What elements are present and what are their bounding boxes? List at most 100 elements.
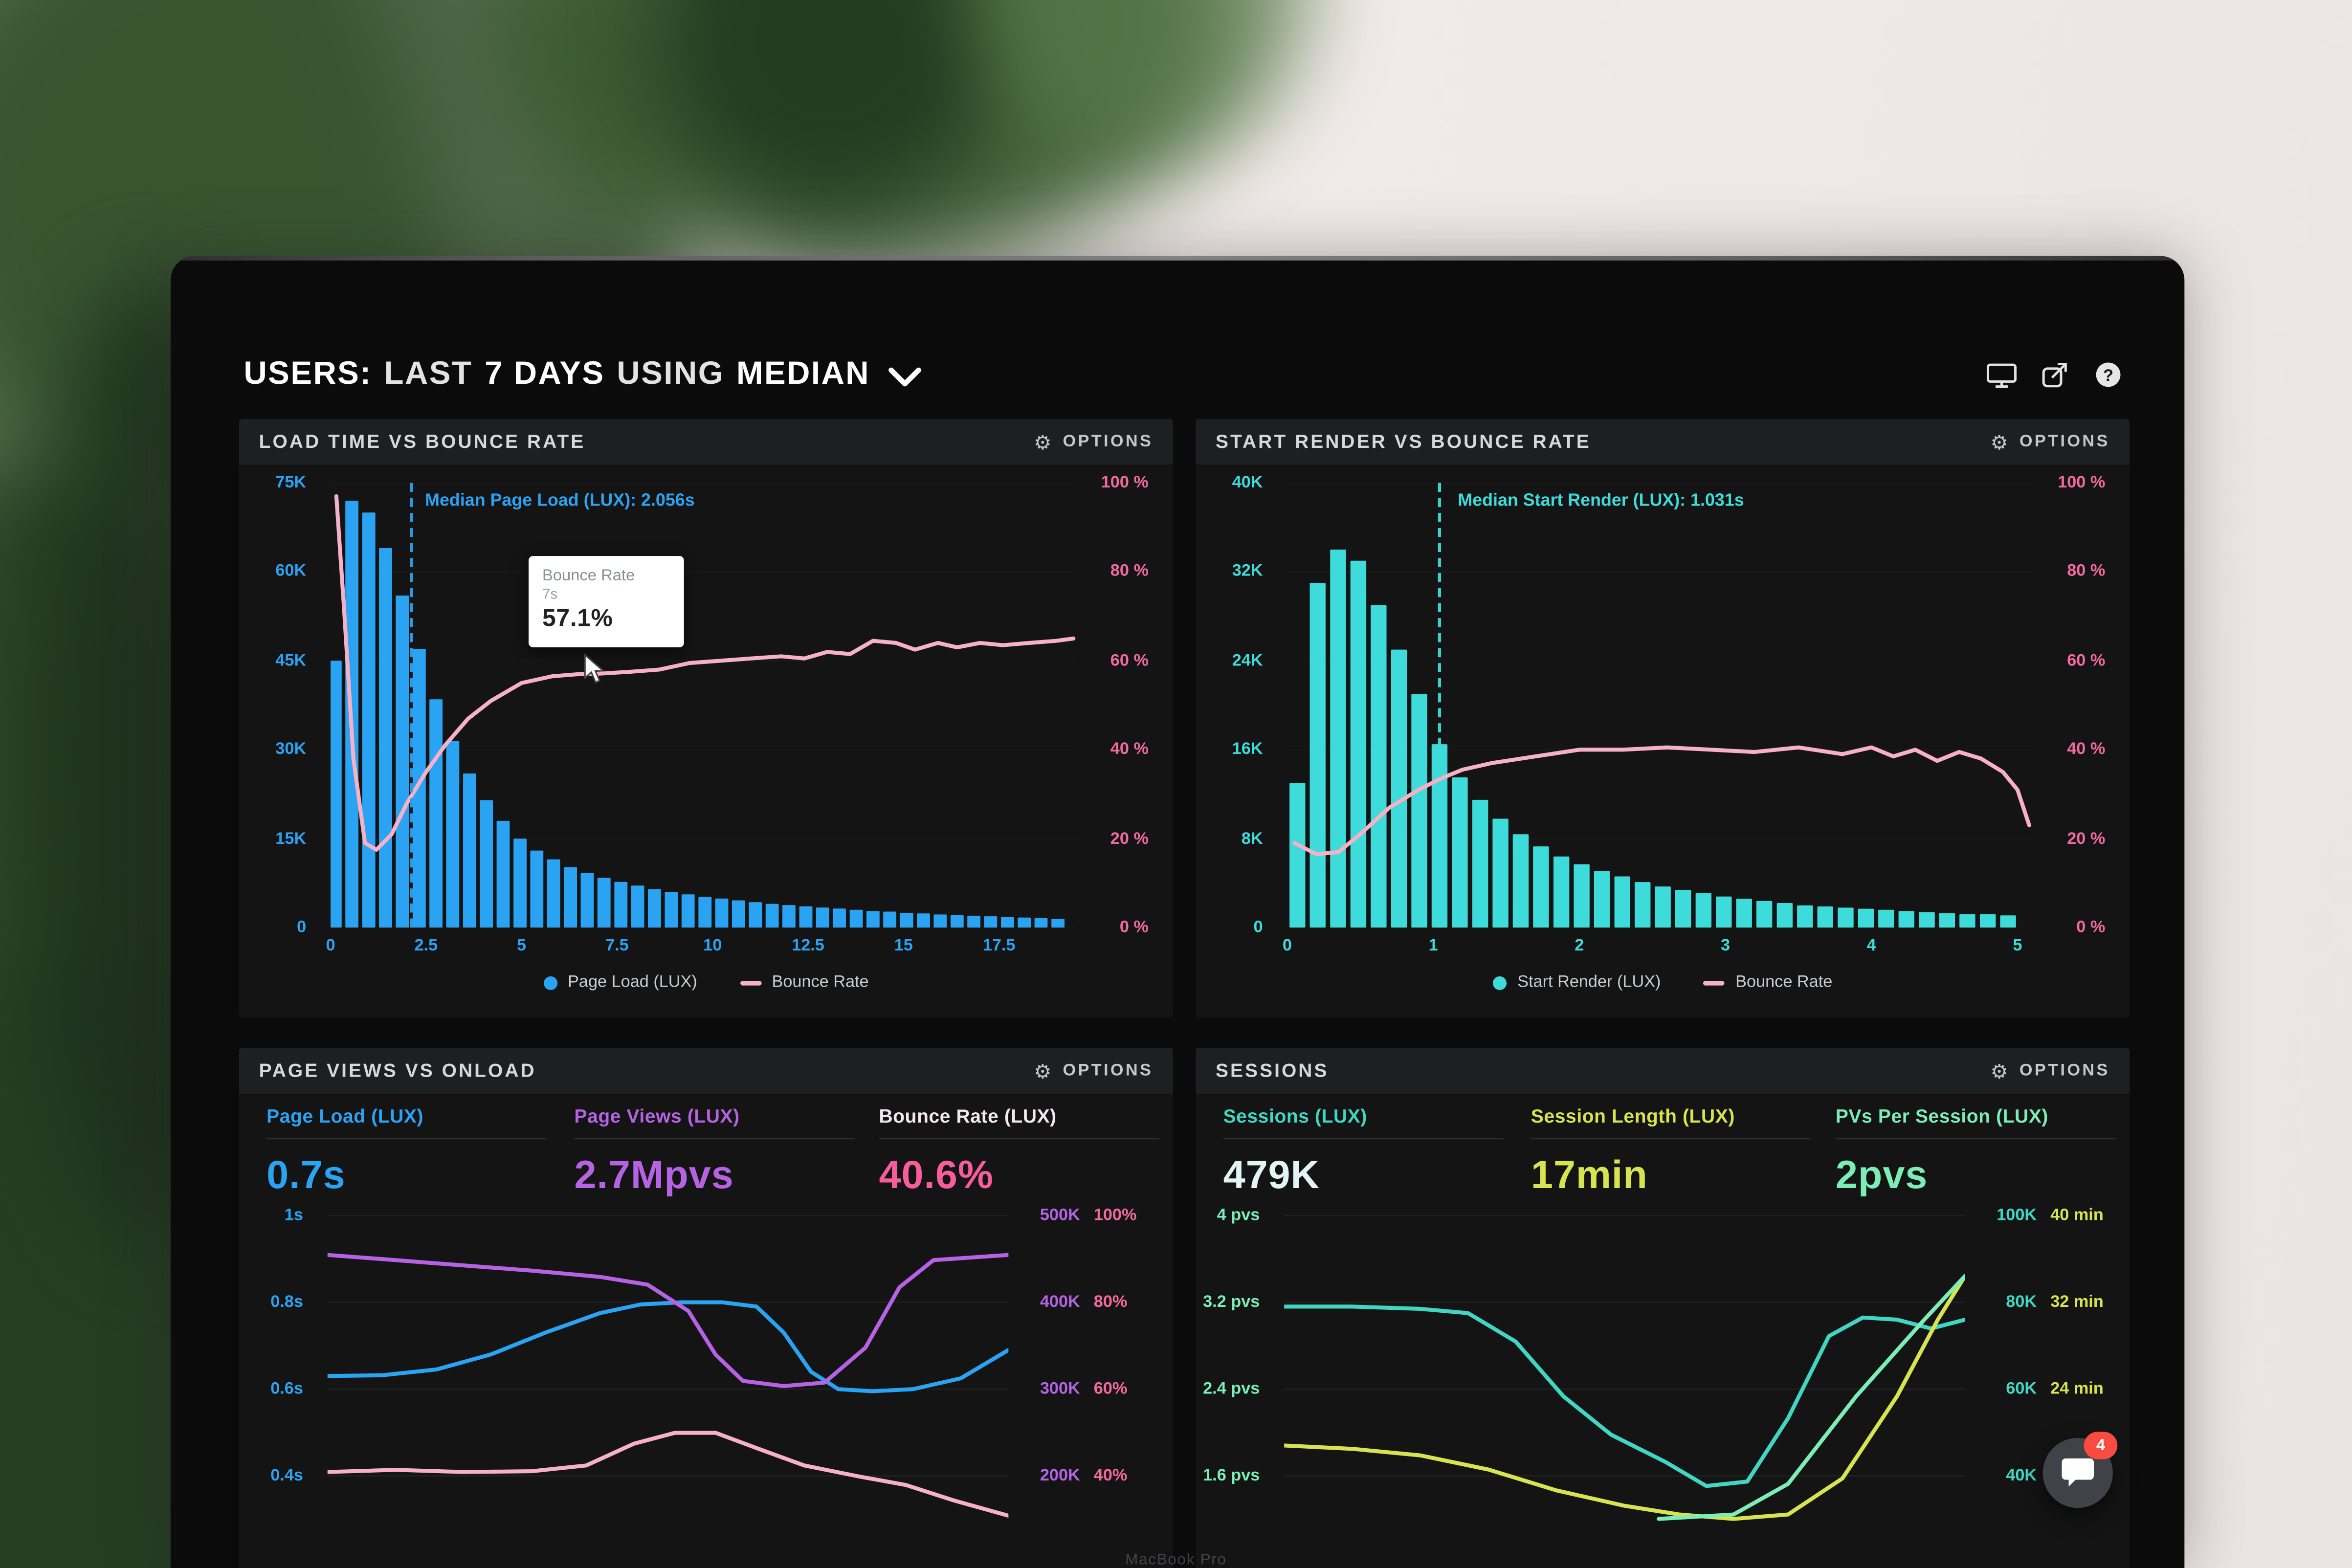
y-tick-label: 40 % <box>2038 741 2130 759</box>
legend-label: Page Load (LUX) <box>568 973 697 992</box>
histogram-bar <box>1858 908 1874 928</box>
histogram-bar <box>396 596 409 928</box>
legend-dot-marker <box>543 975 557 990</box>
histogram-bar <box>933 914 947 928</box>
panel-title: PAGE VIEWS VS ONLOAD <box>259 1060 536 1082</box>
options-button[interactable]: ⚙ OPTIONS <box>1991 1061 2110 1081</box>
legend-label: Start Render (LUX) <box>1517 973 1661 992</box>
histogram-bar <box>1594 871 1610 928</box>
legend-item: Bounce Rate <box>1703 973 1832 992</box>
metric-value: 479K <box>1223 1151 1320 1197</box>
median-line <box>409 483 412 928</box>
y-tick-segment: 80% <box>1093 1293 1128 1312</box>
chart-area: Page Load (LUX) 0.7s Page Views (LUX) 2.… <box>239 1094 1173 1568</box>
histogram-bar <box>1959 914 1975 928</box>
legend-item: Start Render (LUX) <box>1493 973 1661 992</box>
histogram-bar <box>1452 777 1468 928</box>
histogram-bar <box>1736 899 1752 928</box>
histogram-bar <box>883 911 897 928</box>
histogram-bar <box>1797 905 1813 928</box>
y-tick-label: 45K <box>275 651 307 670</box>
histogram-bar <box>1350 560 1367 928</box>
histogram-bar <box>984 916 998 928</box>
histogram-bar <box>1655 886 1671 928</box>
y-tick-label: 60 % <box>2038 652 2130 670</box>
y-tick-segment: 400K <box>1040 1293 1080 1312</box>
y-axis-left: 75K 60K 45K 30K 15K 0 <box>239 474 321 937</box>
title-last: LAST <box>384 356 473 392</box>
histogram-bar <box>732 900 745 928</box>
y-tick-label: 32K <box>1232 562 1263 581</box>
y-tick-label: 40K <box>1232 473 1263 492</box>
line-series <box>1284 1274 1965 1521</box>
svg-text:?: ? <box>2103 366 2113 385</box>
y-tick-label: 60K <box>275 562 307 581</box>
device-label: MacBook Pro <box>1125 1552 1227 1568</box>
histogram-bar <box>1898 911 1914 928</box>
dashboard-screen: USERS: LAST 7 DAYS USING MEDIAN <box>171 256 2184 1568</box>
histogram-bar <box>1776 903 1793 928</box>
tooltip-title: Bounce Rate <box>542 566 635 585</box>
x-tick-label: 5 <box>2013 936 2022 955</box>
histogram-bar <box>816 907 829 928</box>
histogram-bar <box>1919 912 1935 928</box>
y-tick-segment: 60 % <box>2067 651 2106 670</box>
x-tick-label: 17.5 <box>982 936 1016 955</box>
histogram-bar <box>950 915 964 928</box>
y-tick-label: 20 % <box>1082 830 1173 848</box>
histogram-bar <box>647 889 661 928</box>
x-tick-label: 3 <box>1720 936 1731 955</box>
title-days: 7 DAYS <box>485 356 605 392</box>
histogram-bar <box>1051 919 1065 928</box>
dashboard-header: USERS: LAST 7 DAYS USING MEDIAN <box>244 347 2123 402</box>
x-tick-label: 12.5 <box>792 936 824 955</box>
chevron-down-icon[interactable] <box>888 367 922 387</box>
page-title: USERS: LAST 7 DAYS USING MEDIAN <box>244 356 922 393</box>
y-tick-label: 8K <box>1241 829 1263 848</box>
x-axis: 0 2.5 5 7.5 10 12.5 15 17.5 <box>326 936 1075 961</box>
y-tick-label: 20 % <box>2038 830 2130 848</box>
options-button[interactable]: ⚙ OPTIONS <box>1034 1061 1153 1081</box>
y-axis-right: 100K 40 min 80K 32 min 60K 24 min 40K <box>1970 1197 2125 1551</box>
options-button[interactable]: ⚙ OPTIONS <box>1034 432 1153 451</box>
header-icons: ? <box>1986 359 2123 390</box>
chart-area: 40K 32K 24K 16K 8K 0 Median Start Render (LUX… <box>1196 464 2130 1017</box>
x-tick-label: 15 <box>894 936 913 955</box>
options-label: OPTIONS <box>2019 432 2110 451</box>
y-tick-label: 100 % <box>2038 474 2130 492</box>
panel-title: LOAD TIME VS BOUNCE RATE <box>259 431 586 453</box>
metric-label: PVs Per Session (LUX) <box>1835 1106 2116 1140</box>
y-tick-label: 0 % <box>2038 919 2130 937</box>
y-axis-right: 500K 100% 400K 80% 300K 60% 200K 40% <box>1013 1197 1169 1551</box>
laptop: USERS: LAST 7 DAYS USING MEDIAN <box>170 256 2185 1568</box>
histogram-bar <box>1635 882 1651 928</box>
histogram-bar <box>597 878 611 928</box>
share-icon[interactable] <box>2040 359 2070 390</box>
y-tick-segment: 80 % <box>2067 562 2106 581</box>
monitor-icon[interactable] <box>1986 359 2017 390</box>
y-tick-label: 500K 100% <box>1013 1206 1169 1224</box>
y-tick-label: 1s <box>284 1206 303 1225</box>
histogram-bar <box>1878 909 1894 928</box>
panel-title: START RENDER VS BOUNCE RATE <box>1216 431 1591 453</box>
metric-label: Page Load (LUX) <box>266 1106 547 1140</box>
y-tick-label: 16K <box>1232 740 1263 759</box>
y-tick-segment: 40% <box>1093 1467 1128 1485</box>
y-tick-segment: 80K <box>2006 1293 2037 1312</box>
options-button[interactable]: ⚙ OPTIONS <box>1991 432 2110 451</box>
x-tick-label: 0 <box>326 936 335 955</box>
y-tick-label: 80K 32 min <box>1970 1293 2125 1311</box>
help-icon[interactable]: ? <box>2093 359 2123 390</box>
y-tick-label: 3.2 pvs <box>1203 1293 1260 1312</box>
plot-area <box>327 1197 1009 1551</box>
y-tick-segment: 100K <box>1997 1206 2037 1225</box>
metric-sessions: Sessions (LUX) 479K <box>1223 1106 1504 1199</box>
y-axis-right: 100 % 80 % 60 % 40 % 20 % 0 % <box>2038 474 2130 937</box>
x-tick-label: 4 <box>1866 936 1876 955</box>
intercom-launcher[interactable]: 4 <box>2042 1432 2118 1508</box>
histogram-bar <box>496 820 510 928</box>
y-tick-segment: 0 % <box>1119 918 1149 937</box>
panel-start-render-vs-bounce-rate: START RENDER VS BOUNCE RATE ⚙ OPTIONS 40… <box>1196 419 2130 1018</box>
legend-label: Bounce Rate <box>772 973 869 992</box>
metric-value: 17min <box>1531 1151 1648 1197</box>
